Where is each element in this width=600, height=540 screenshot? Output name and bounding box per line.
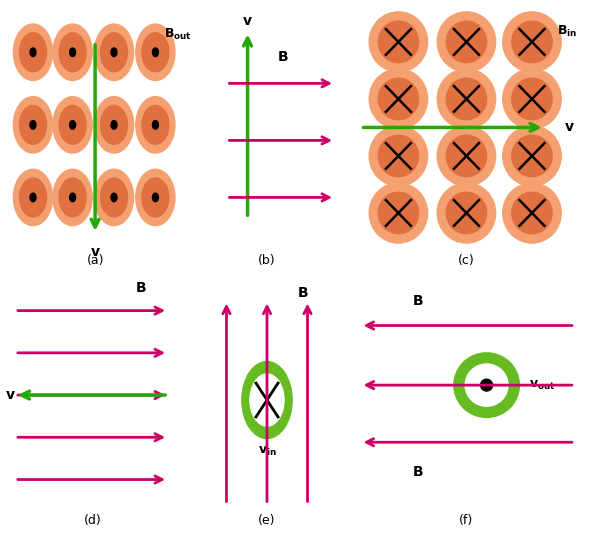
Circle shape [512,192,552,234]
Circle shape [437,12,496,72]
Circle shape [59,105,86,144]
Circle shape [503,12,561,72]
Circle shape [446,78,487,120]
Circle shape [378,135,419,177]
Circle shape [454,353,520,417]
Circle shape [101,178,128,217]
Circle shape [101,33,128,72]
Text: B: B [278,50,289,64]
Circle shape [437,126,496,186]
Circle shape [437,69,496,129]
Circle shape [19,105,47,144]
Text: $\mathbf{B_{in}}$: $\mathbf{B_{in}}$ [557,24,577,39]
Circle shape [136,97,175,153]
Circle shape [111,120,117,129]
Circle shape [503,126,561,186]
Text: (d): (d) [83,514,101,526]
Circle shape [19,178,47,217]
Circle shape [446,21,487,63]
Circle shape [465,364,508,406]
Circle shape [369,126,428,186]
Circle shape [481,379,493,391]
Text: B: B [298,286,308,300]
Text: $\mathbf{v_{out}}$: $\mathbf{v_{out}}$ [529,379,556,392]
Circle shape [13,97,53,153]
Circle shape [94,97,134,153]
Text: (a): (a) [87,254,105,267]
Circle shape [152,193,158,202]
Text: B: B [136,281,146,295]
Circle shape [378,192,419,234]
Circle shape [512,78,552,120]
Circle shape [13,24,53,80]
Text: B: B [413,465,424,479]
Circle shape [13,169,53,226]
Circle shape [111,48,117,57]
Text: B: B [413,294,424,308]
Circle shape [369,69,428,129]
Circle shape [378,78,419,120]
Text: (b): (b) [258,254,276,267]
Circle shape [53,169,92,226]
Text: v: v [565,120,574,134]
Circle shape [19,33,47,72]
Circle shape [142,33,169,72]
Circle shape [512,21,552,63]
Circle shape [152,48,158,57]
Text: (c): (c) [458,254,475,267]
Circle shape [30,193,36,202]
Circle shape [59,178,86,217]
Circle shape [446,135,487,177]
Text: v: v [91,245,100,259]
Circle shape [101,105,128,144]
Text: (f): (f) [460,514,473,526]
Circle shape [70,48,76,57]
Circle shape [30,120,36,129]
Circle shape [503,69,561,129]
Circle shape [369,183,428,243]
Circle shape [378,21,419,63]
Circle shape [503,183,561,243]
Circle shape [512,135,552,177]
Circle shape [70,193,76,202]
Circle shape [59,33,86,72]
Circle shape [94,24,134,80]
Circle shape [136,24,175,80]
Circle shape [111,193,117,202]
Circle shape [446,192,487,234]
Circle shape [242,361,292,438]
Circle shape [70,120,76,129]
Text: v: v [243,14,252,28]
Circle shape [369,12,428,72]
Circle shape [250,374,284,426]
Circle shape [53,97,92,153]
Circle shape [142,178,169,217]
Text: (e): (e) [258,514,276,526]
Circle shape [53,24,92,80]
Text: $\mathbf{B_{out}}$: $\mathbf{B_{out}}$ [164,26,192,42]
Circle shape [437,183,496,243]
Text: $\mathbf{v_{in}}$: $\mathbf{v_{in}}$ [257,445,277,458]
Circle shape [142,105,169,144]
Circle shape [30,48,36,57]
Text: v: v [6,388,15,402]
Circle shape [152,120,158,129]
Circle shape [136,169,175,226]
Circle shape [94,169,134,226]
